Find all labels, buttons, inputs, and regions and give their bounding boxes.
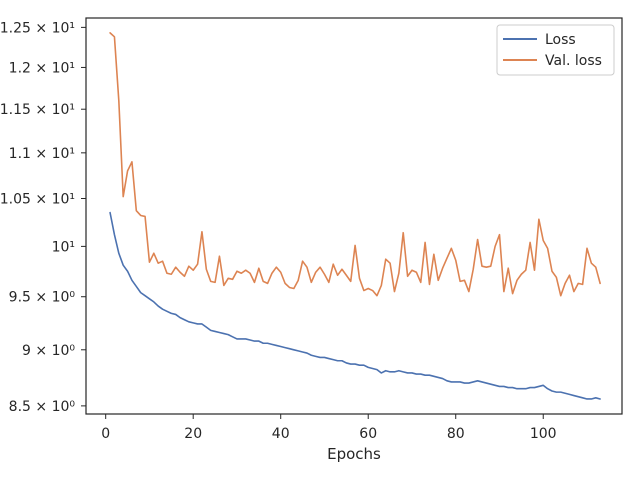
legend-label-val-loss: Val. loss [545,53,602,69]
y-tick-label: 9.5 × 10⁰ [9,290,76,306]
x-tick-label: 40 [272,426,290,442]
legend-label-loss: Loss [545,32,576,48]
series-line-loss [109,211,601,400]
axes-frame [85,17,623,415]
legend: Loss Val. loss [496,24,615,76]
x-tick-label: 60 [359,426,377,442]
y-tick-label: 8.5 × 10⁰ [9,399,76,415]
y-tick-label: 1.2 × 10¹ [9,60,75,76]
x-axis-label: Epochs [327,445,381,463]
x-axis-ticks: 0 20 40 60 80 100 [101,414,557,442]
x-tick-label: 80 [447,426,465,442]
y-tick-label: 1.25 × 10¹ [0,20,75,36]
series-line-val-loss [109,32,601,297]
x-tick-label: 100 [530,426,557,442]
plot-area [85,17,623,415]
y-axis-ticks: 8.5 × 10⁰ 9 × 10⁰ 9.5 × 10⁰ 10¹ 1.05 × 10¹ 1.… [0,20,86,415]
legend-box [496,24,615,76]
y-tick-label: 1.1 × 10¹ [9,146,75,162]
y-tick-label: 1.15 × 10¹ [0,102,75,118]
y-tick-label: 1.05 × 10¹ [0,191,75,207]
y-tick-label: 9 × 10⁰ [22,343,75,359]
x-tick-label: 0 [101,426,110,442]
y-tick-label: 10¹ [52,239,75,255]
x-tick-label: 20 [184,426,202,442]
